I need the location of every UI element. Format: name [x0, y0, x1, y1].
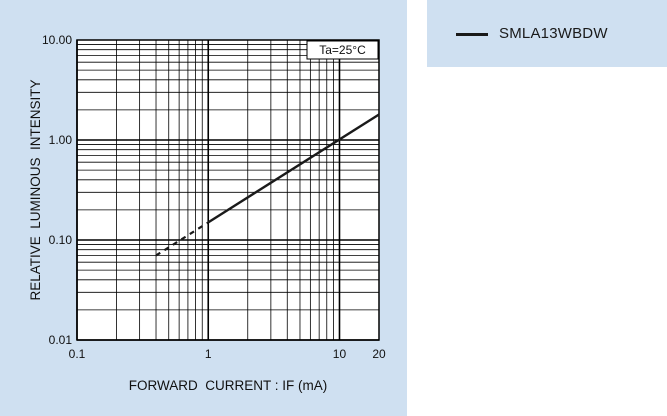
annotation-ta: Ta=25°C — [319, 43, 366, 57]
annotation-box — [306, 40, 379, 60]
minor-gridlines — [77, 40, 380, 340]
y-tick-label: 0.10 — [49, 233, 73, 247]
y-tick-labels: 10.00 1.00 0.10 0.01 — [42, 33, 72, 347]
y-tick-label: 10.00 — [42, 33, 72, 47]
legend: SMLA13WBDW — [427, 0, 667, 67]
x-axis-title: FORWARD CURRENT : IF (mA) — [129, 378, 328, 393]
legend-label-smla13wbdw: SMLA13WBDW — [499, 25, 608, 42]
x-tick-label: 0.1 — [69, 347, 86, 361]
y-axis-title: RELATIVE LUMINOUS INTENSITY — [28, 79, 43, 300]
chart-panel: 10.00 1.00 0.10 0.01 0.1 1 10 20 Ta=25°C FORWA… — [0, 0, 407, 416]
x-tick-label: 20 — [372, 347, 386, 361]
series-line-solid-smla13wbdw — [207, 113, 380, 224]
x-tick-label: 1 — [205, 347, 212, 361]
chart-svg: 10.00 1.00 0.10 0.01 0.1 1 10 20 Ta=25°C FORWA… — [28, 33, 386, 393]
plot-area — [77, 40, 379, 340]
x-tick-label: 10 — [333, 347, 347, 361]
x-tick-labels: 0.1 1 10 20 — [69, 347, 386, 361]
y-tick-label: 1.00 — [49, 133, 73, 147]
plot-border — [76, 39, 380, 341]
legend-swatch-smla13wbdw — [456, 33, 488, 36]
y-tick-label: 0.01 — [49, 333, 73, 347]
series-layer — [155, 113, 380, 257]
series-line-dashed-smla13wbdw — [155, 221, 209, 257]
